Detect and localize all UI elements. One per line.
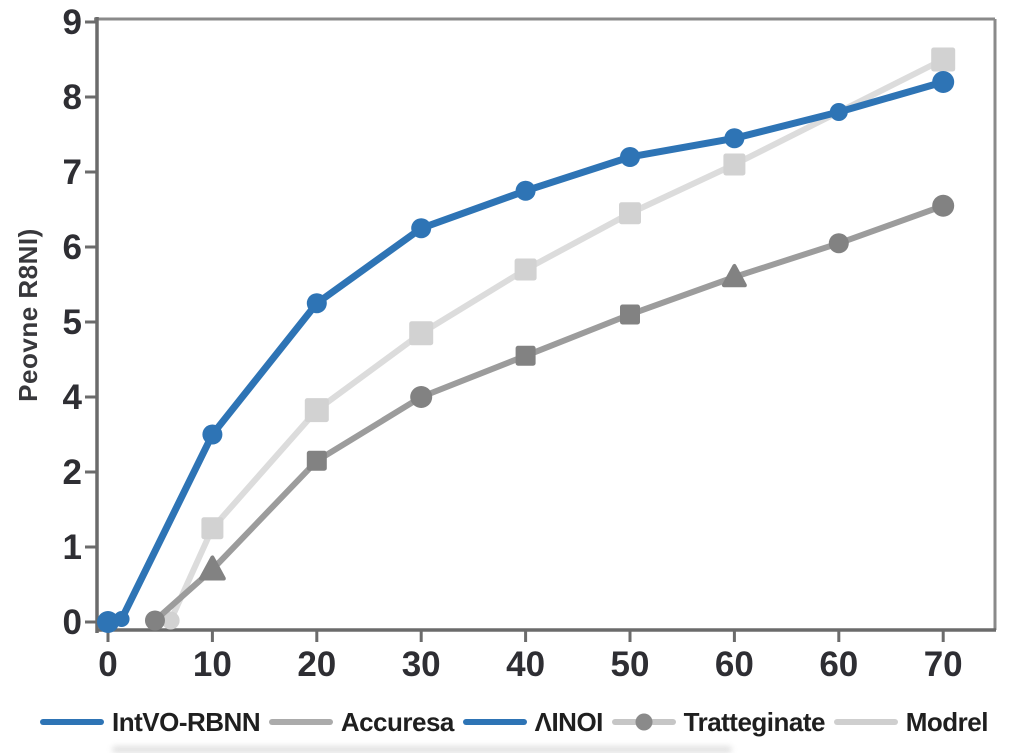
x-tick-label: 30 bbox=[402, 645, 441, 684]
data-point-marker bbox=[515, 180, 536, 201]
x-tick-label: 0 bbox=[98, 645, 117, 684]
series-line-IntVO-RBNN bbox=[104, 78, 947, 626]
data-point-marker bbox=[199, 555, 226, 581]
data-point-marker bbox=[932, 194, 955, 217]
data-point-marker bbox=[724, 128, 745, 149]
legend-marker-dot-icon bbox=[635, 713, 653, 731]
data-point-marker bbox=[620, 304, 640, 325]
legend-item-tratteginate: Tratteginate bbox=[611, 706, 826, 738]
x-tick-label: 20 bbox=[297, 645, 336, 684]
data-point-marker bbox=[306, 450, 327, 471]
legend-line-swatch-icon bbox=[611, 713, 676, 731]
x-tick-label: 70 bbox=[924, 645, 963, 684]
data-point-marker bbox=[411, 218, 432, 239]
data-point-marker bbox=[515, 345, 536, 366]
data-point-marker bbox=[723, 153, 746, 176]
legend-item--inoi: ΛINOI bbox=[462, 706, 604, 738]
y-tick-label: 6 bbox=[63, 228, 82, 267]
legend-item-intvo-rbnn: IntVO-RBNN bbox=[40, 706, 261, 738]
data-point-marker bbox=[97, 611, 119, 633]
y-tick-label: 4 bbox=[63, 378, 83, 417]
y-tick-label: 8 bbox=[63, 78, 82, 117]
data-point-marker bbox=[721, 264, 747, 288]
series-line-Tratteginate bbox=[152, 202, 947, 624]
data-point-marker bbox=[409, 321, 434, 346]
data-point-marker bbox=[113, 611, 130, 627]
legend-item-label: Modrel bbox=[905, 706, 989, 737]
chart-legend: IntVO-RBNN Accuresa ΛINOI Tratteginate Modre… bbox=[0, 696, 1014, 748]
legend-item-label: Tratteginate bbox=[683, 706, 826, 737]
data-point-marker bbox=[304, 398, 329, 423]
y-tick-label: 5 bbox=[63, 303, 82, 342]
legend-item-label: ΛINOI bbox=[534, 706, 604, 737]
data-point-marker bbox=[932, 71, 955, 93]
x-tick-label: 50 bbox=[611, 645, 650, 684]
legend-line-swatch-icon bbox=[462, 719, 527, 725]
legend-item-label: IntVO-RBNN bbox=[112, 706, 261, 737]
bottom-smudge-artifact bbox=[112, 746, 732, 753]
y-axis-title: Peovne R8NI) bbox=[13, 228, 43, 402]
data-point-marker bbox=[161, 611, 180, 630]
x-tick-label: 40 bbox=[506, 645, 545, 684]
x-tick-label: 60 bbox=[715, 645, 754, 684]
legend-line-swatch-icon bbox=[833, 719, 898, 725]
data-point-marker bbox=[828, 233, 849, 254]
legend-line-swatch-icon bbox=[40, 719, 104, 725]
data-point-marker bbox=[829, 103, 848, 121]
y-tick-label: 9 bbox=[63, 3, 82, 42]
x-tick-label: 10 bbox=[193, 645, 232, 684]
legend-item-modrel: Modrel bbox=[833, 706, 989, 738]
y-tick-label: 1 bbox=[63, 528, 82, 567]
data-point-marker bbox=[619, 202, 641, 225]
legend-item-accuresa: Accuresa bbox=[268, 706, 455, 738]
data-point-marker bbox=[931, 47, 956, 72]
y-tick-label: 0 bbox=[63, 603, 82, 642]
data-point-marker bbox=[514, 258, 537, 281]
data-point-marker bbox=[202, 424, 223, 445]
data-point-marker bbox=[201, 517, 224, 540]
legend-item-label: Accuresa bbox=[340, 706, 455, 737]
data-point-marker bbox=[306, 293, 327, 314]
y-tick-label: 7 bbox=[63, 153, 82, 192]
data-point-marker bbox=[144, 610, 165, 631]
y-tick-label: 2 bbox=[63, 453, 82, 492]
legend-line-swatch-icon bbox=[268, 719, 333, 725]
data-point-marker bbox=[410, 386, 433, 408]
data-point-marker bbox=[620, 147, 640, 167]
series-line-Modrel bbox=[167, 56, 947, 624]
x-tick-label: 60 bbox=[819, 645, 858, 684]
